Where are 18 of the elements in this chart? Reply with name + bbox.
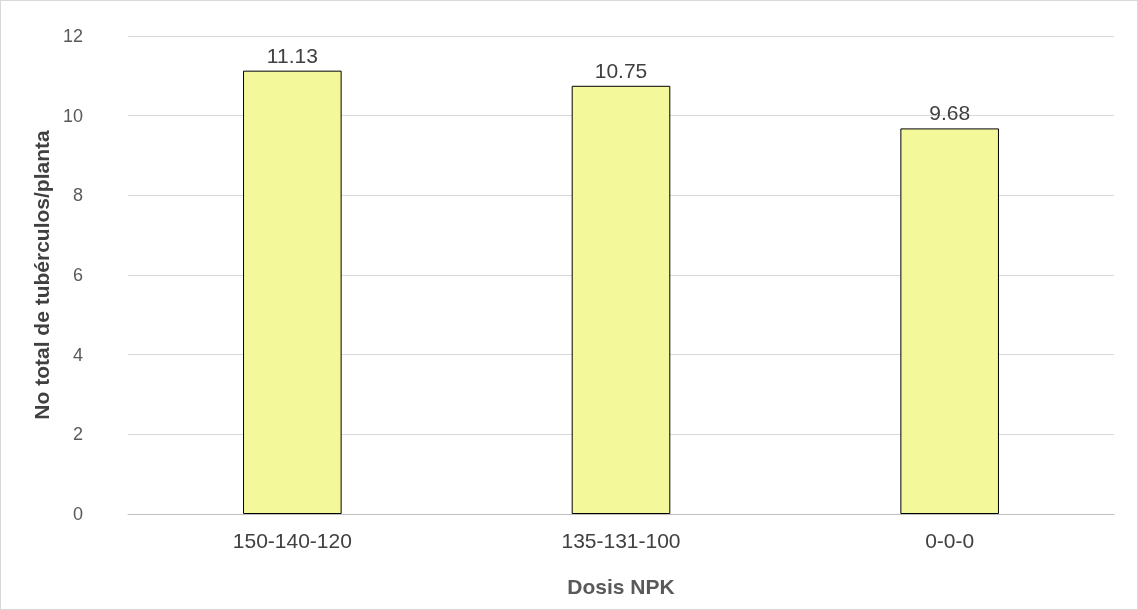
y-tick-label: 0 (72, 504, 83, 524)
bar (243, 70, 342, 514)
data-label: 11.13 (266, 43, 318, 67)
y-tick-label: 8 (72, 185, 83, 206)
y-axis-title: No total de tubérculos/planta (30, 130, 54, 420)
bar (900, 128, 999, 514)
bar (571, 85, 671, 514)
data-label: 9.68 (929, 101, 971, 125)
y-tick-label: 10 (62, 105, 83, 126)
y-tick-label: 6 (72, 265, 83, 285)
data-label: 10.75 (594, 58, 648, 82)
x-tick-label: 0-0-0 (925, 529, 975, 552)
x-tick-label: 135-131-100 (561, 529, 681, 552)
x-tick-label: 150-140-120 (232, 529, 352, 552)
y-tick-label: 2 (72, 424, 83, 445)
y-tick-label: 12 (62, 26, 83, 46)
x-axis-title: Dosis NPK (567, 575, 675, 598)
y-tick-label: 4 (72, 344, 83, 365)
